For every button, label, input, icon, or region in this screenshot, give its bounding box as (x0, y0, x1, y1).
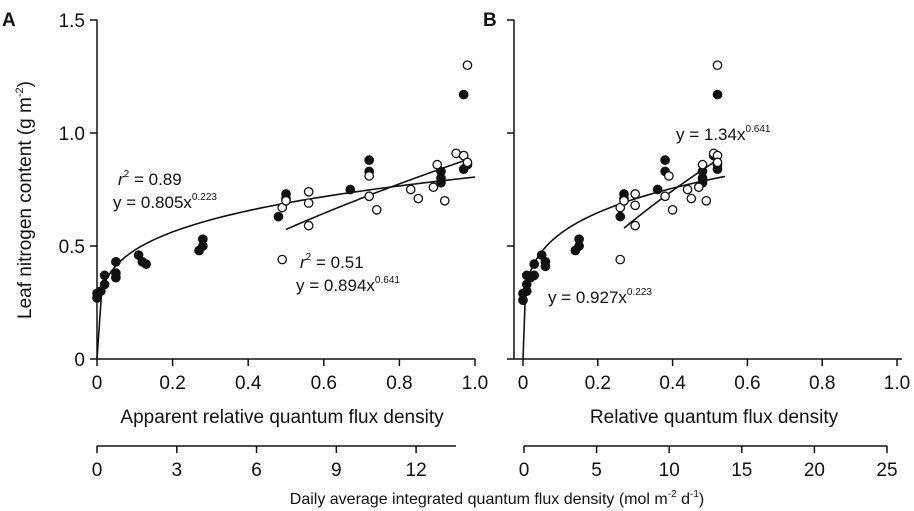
panel-a-annotation-r2-filled: r2 = 0.89 (118, 169, 182, 189)
panel-a-x-tick-label: 0 (92, 373, 103, 394)
panel-b-open-point (712, 60, 723, 71)
panel-b-open-point (667, 204, 678, 215)
panel-a-filled-point (197, 234, 208, 245)
bottom-axis-label-tail: ) (699, 491, 704, 508)
panel-b-open-point (619, 195, 629, 206)
panel-a-x-tick-label: 0.6 (311, 373, 337, 394)
panel-b-x-tick-label: 0 (518, 373, 529, 394)
panel-a-x-tick-label: 1.0 (462, 373, 488, 394)
panel-b-open-point (697, 159, 708, 170)
panel-b-filled-point (574, 234, 584, 245)
panel-a-secondary-tick-label: 9 (331, 460, 342, 481)
panel-a-filled-point (364, 155, 375, 165)
panel-a-x-tick-label: 0.4 (235, 373, 262, 394)
panel-a-secondary-axis: 0 3 6 9 12 (92, 445, 456, 481)
panel-b-secondary-tick-label: 20 (804, 460, 825, 481)
panel-a-open-point (413, 193, 424, 204)
panel-b-open-point (660, 191, 670, 202)
panel-a-annotation-eq-open: y = 0.894x0.641 (296, 275, 400, 295)
panel-a-open-point (303, 220, 314, 231)
panel-b-secondary-axis: 0 5 10 15 20 25 (519, 445, 898, 481)
panel-a-y-tick-label: 1.0 (59, 124, 85, 145)
panel-a-open-point (428, 182, 439, 193)
panel-a-annotation-r2-open: r2 = 0.51 (300, 252, 364, 272)
panel-b-open-point (686, 193, 697, 204)
panel-a-open-point (303, 198, 314, 208)
panel-b-secondary-tick-label: 0 (519, 460, 530, 481)
panel-a-y-tick-label: 1.5 (59, 11, 85, 32)
panel-b-secondary-tick-label: 15 (731, 460, 752, 481)
panel-a-secondary-tick-label: 3 (171, 460, 182, 481)
panel-b-open-point (615, 254, 626, 265)
panel-a-secondary-tick-label: 0 (92, 460, 103, 481)
panel-b-x-tick-label: 0.2 (585, 373, 611, 394)
panel-a-open-point (462, 157, 473, 168)
panel-b-letter: B (483, 10, 497, 31)
panel-b-filled-point (529, 270, 540, 281)
panel-b-filled-point (712, 89, 723, 100)
panel-b-filled-point (540, 261, 551, 272)
panel-a: A 0 0.5 1.0 1.5 0 0.2 0.4 0.6 0.8 1.0 Apparent re… (2, 10, 488, 428)
panel-a-letter: A (2, 10, 16, 31)
panel-b-filled-point (660, 155, 670, 165)
panel-a-open-point (371, 204, 382, 215)
panel-b-x-tick-label: 0.4 (659, 373, 686, 394)
panel-a-open-point (432, 159, 443, 170)
panel-a-filled-point (99, 270, 110, 281)
panel-a-y-tick-label: 0 (74, 350, 85, 371)
bottom-axis-label-mid: d (677, 491, 690, 508)
panel-b-x-tick-label: 1.0 (884, 373, 910, 394)
panel-a-annotation-eq-filled: y = 0.805x0.223 (113, 192, 217, 212)
panel-b-annotation-eq-open: y = 1.34x0.641 (676, 124, 771, 144)
panel-a-filled-point (345, 184, 356, 195)
panel-a-open-point (281, 195, 291, 206)
y-axis-label-sup: -2 (14, 87, 26, 97)
bottom-axis-label: Daily average integrated quantum flux de… (290, 489, 704, 508)
panel-a-filled-point (458, 89, 469, 100)
bottom-axis-label-sup2: -1 (690, 489, 699, 500)
panel-a-x-tick-label: 0.8 (386, 373, 412, 394)
panel-b-secondary-tick-label: 5 (591, 460, 602, 481)
panel-b-open-point (682, 184, 693, 195)
panel-b-open-point (630, 189, 641, 199)
panel-a-open-point (405, 184, 416, 195)
panel-a-open-point (462, 60, 473, 71)
panel-a-open-point (303, 186, 314, 197)
panel-a-filled-point (111, 268, 121, 278)
panel-b-open-point (664, 171, 674, 181)
y-axis-label: Leaf nitrogen content (g m-2) (14, 81, 36, 319)
panel-b: B 0 0.2 0.4 0.6 0.8 1.0 Relative quantum flux… (483, 10, 910, 428)
panel-b-x-axis-label: Relative quantum flux density (590, 407, 839, 428)
panel-b-open-point (630, 200, 641, 211)
panel-b-filled-point (652, 184, 663, 195)
y-axis-label-tail: ) (15, 81, 36, 87)
panel-b-filled-point (615, 211, 626, 222)
panel-a-open-point (277, 254, 288, 265)
panel-b-filled-point (529, 259, 540, 269)
panel-a-x-axis-label: Apparent relative quantum flux density (120, 407, 444, 428)
panel-b-annotation-eq-filled: y = 0.927x0.223 (548, 287, 652, 307)
panel-a-secondary-tick-label: 6 (251, 460, 262, 481)
panel-a-open-point (364, 191, 375, 202)
panel-b-open-point (712, 157, 723, 168)
panel-a-filled-point (141, 259, 151, 269)
panel-b-x-tick-label: 0.6 (734, 373, 760, 394)
panel-a-filled-point (111, 256, 121, 267)
panel-a-secondary-tick-label: 12 (406, 460, 427, 481)
bottom-axis-label-sup1: -2 (668, 489, 677, 500)
panel-b-x-tick-label: 0.8 (809, 373, 835, 394)
panel-b-secondary-tick-label: 25 (876, 460, 897, 481)
panel-b-secondary-tick-label: 10 (659, 460, 680, 481)
panel-a-open-point (439, 195, 450, 206)
panel-a-x-tick-label: 0.2 (159, 373, 185, 394)
panel-b-open-point (693, 182, 704, 193)
panel-b-open-point (701, 195, 712, 206)
panel-a-filled-point (273, 211, 284, 222)
panel-a-open-point (364, 171, 375, 181)
panel-b-open-point (630, 220, 641, 231)
panel-a-y-tick-label: 0.5 (59, 237, 85, 258)
panel-a-filled-point (99, 279, 110, 290)
